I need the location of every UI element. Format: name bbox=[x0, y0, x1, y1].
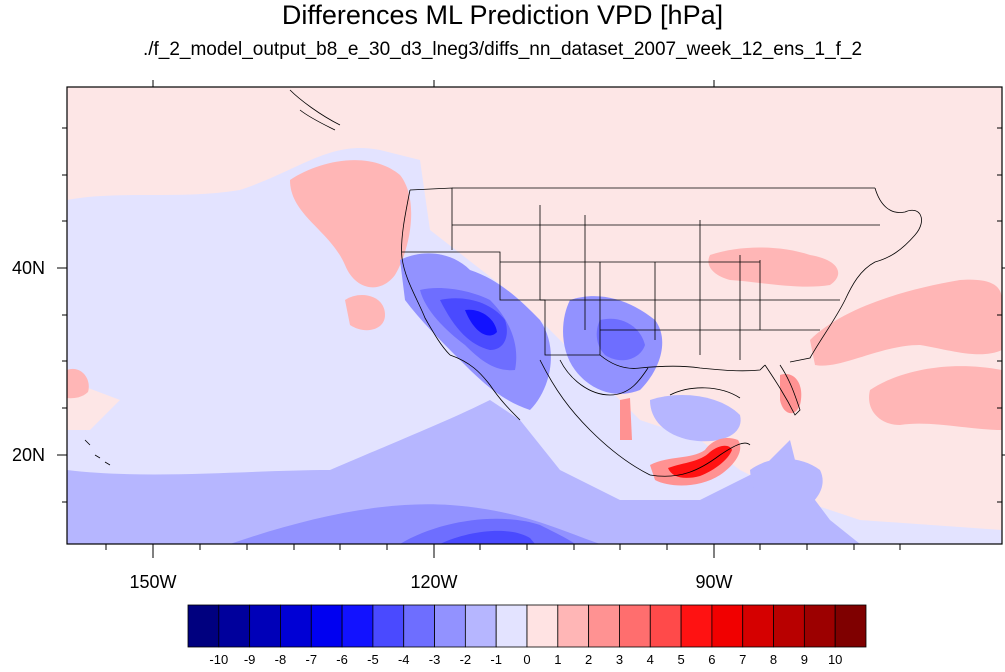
colorbar-tick-label: -10 bbox=[209, 652, 229, 667]
colorbar-swatch bbox=[526, 604, 559, 648]
colorbar-swatch bbox=[218, 604, 251, 648]
colorbar-swatch bbox=[742, 604, 774, 648]
colorbar-swatch bbox=[372, 604, 405, 648]
colorbar-tick-label: -4 bbox=[397, 652, 410, 667]
colorbar-swatch bbox=[773, 604, 805, 648]
colorbar-swatch bbox=[249, 604, 281, 648]
lon-label-150w: 150W bbox=[129, 572, 177, 592]
colorbar-tick-label: 1 bbox=[554, 652, 562, 667]
colorbar-tick-label: 10 bbox=[827, 652, 843, 667]
lon-label-90w: 90W bbox=[695, 572, 733, 592]
colorbar-swatch bbox=[280, 604, 312, 648]
colorbar-swatch bbox=[434, 604, 466, 648]
latitude-ticks bbox=[57, 127, 1005, 503]
colorbar-swatch bbox=[680, 604, 713, 648]
colorbar-tick-label: 9 bbox=[800, 652, 808, 667]
colorbar-tick-label: 4 bbox=[646, 652, 654, 667]
colorbar-tick-label: 3 bbox=[615, 652, 624, 667]
lat-label-40n: 40N bbox=[12, 258, 46, 278]
colorbar-tick-label: 8 bbox=[769, 652, 778, 667]
colorbar-swatch bbox=[834, 604, 867, 648]
colorbar-swatch bbox=[403, 604, 435, 648]
lat-label-20n: 20N bbox=[12, 445, 46, 465]
boundary-lines bbox=[84, 89, 922, 477]
colorbar-tick-label: -5 bbox=[367, 652, 379, 667]
map-subtitle: ./f_2_model_output_b8_e_30_d3_lneg3/diff… bbox=[142, 39, 863, 60]
colorbar-tick-label: 5 bbox=[677, 652, 685, 667]
colorbar-tick-label: -9 bbox=[243, 652, 256, 667]
colorbar-tick-label: -1 bbox=[490, 652, 502, 667]
colorbar-swatch bbox=[803, 604, 836, 648]
colorbar-swatch bbox=[341, 604, 374, 648]
colorbar-swatch bbox=[588, 604, 620, 648]
colorbar-tick-label: 6 bbox=[708, 652, 716, 667]
colorbar-swatch bbox=[557, 604, 590, 648]
contour-fields bbox=[67, 148, 1002, 544]
colorbar-swatch bbox=[464, 604, 497, 648]
colorbar-swatch bbox=[619, 604, 651, 648]
lon-label-120w: 120W bbox=[410, 572, 458, 592]
colorbar-tick-label: -6 bbox=[336, 652, 348, 667]
colorbar bbox=[187, 604, 867, 648]
colorbar-tick-label: 7 bbox=[739, 652, 747, 667]
colorbar-swatch bbox=[495, 604, 528, 648]
colorbar-swatch bbox=[649, 604, 682, 648]
colorbar-tick-label: -2 bbox=[459, 652, 472, 667]
map-title: Differences ML Prediction VPD [hPa] bbox=[281, 0, 724, 30]
colorbar-swatch bbox=[711, 604, 744, 648]
colorbar-tick-label: 0 bbox=[523, 652, 531, 667]
colorbar-tick-label: 2 bbox=[585, 652, 593, 667]
longitude-ticks bbox=[105, 80, 901, 558]
colorbar-tick-label: -7 bbox=[305, 652, 318, 667]
colorbar-tick-label: -3 bbox=[428, 652, 441, 667]
colorbar-tick-label: -8 bbox=[274, 652, 287, 667]
colorbar-swatch bbox=[310, 604, 343, 648]
colorbar-swatch bbox=[187, 604, 220, 648]
